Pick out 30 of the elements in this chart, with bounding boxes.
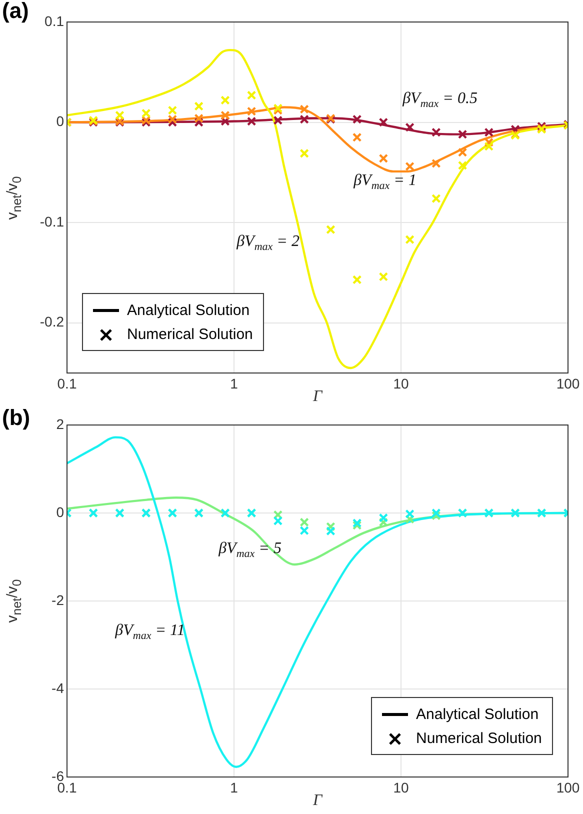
x-tick-label: 1 — [230, 375, 238, 392]
y-tick-label: 2 — [56, 416, 64, 432]
annotation: βV$_{max}$ = 0.5 — [402, 90, 478, 110]
y-tick-label: 0 — [56, 504, 64, 520]
annotation: Numerical Solution — [127, 326, 253, 342]
y-tick-label: 0.1 — [44, 12, 64, 29]
y-tick-label: -6 — [52, 768, 64, 784]
y-tick-label: -2 — [52, 592, 64, 608]
y-tick-label: -4 — [52, 680, 64, 696]
annotation: Analytical Solution — [416, 706, 539, 722]
annotation: Analytical Solution — [127, 302, 250, 318]
key-box: Analytical Solution Numerical Solution — [82, 293, 264, 351]
annotation: Numerical Solution — [416, 730, 542, 746]
chart-title: (b) — [2, 405, 30, 431]
x-tick-label: 100 — [556, 779, 580, 796]
x-axis-title: Γ — [313, 388, 322, 406]
key-box: Analytical Solution Numerical Solution — [371, 697, 553, 755]
y-tick-label: -0.1 — [40, 213, 64, 230]
annotation: βV$_{max}$ = 11 — [115, 622, 185, 642]
x-tick-label: 10 — [393, 779, 409, 796]
annotation: βV$_{max}$ = 2 — [236, 232, 300, 254]
chart-title: (a) — [2, 0, 29, 24]
x-tick-label: 10 — [393, 375, 409, 392]
annotation: βV$_{max}$ = 1 — [354, 172, 416, 192]
x-tick-label: 1 — [230, 779, 238, 796]
y-tick-label: 0 — [56, 113, 64, 130]
y-tick-label: -0.2 — [40, 314, 64, 330]
x-axis-title: Γ — [313, 792, 322, 810]
x-tick-label: 100 — [556, 375, 580, 392]
annotation: βV$_{max}$ = 5 — [218, 540, 282, 560]
